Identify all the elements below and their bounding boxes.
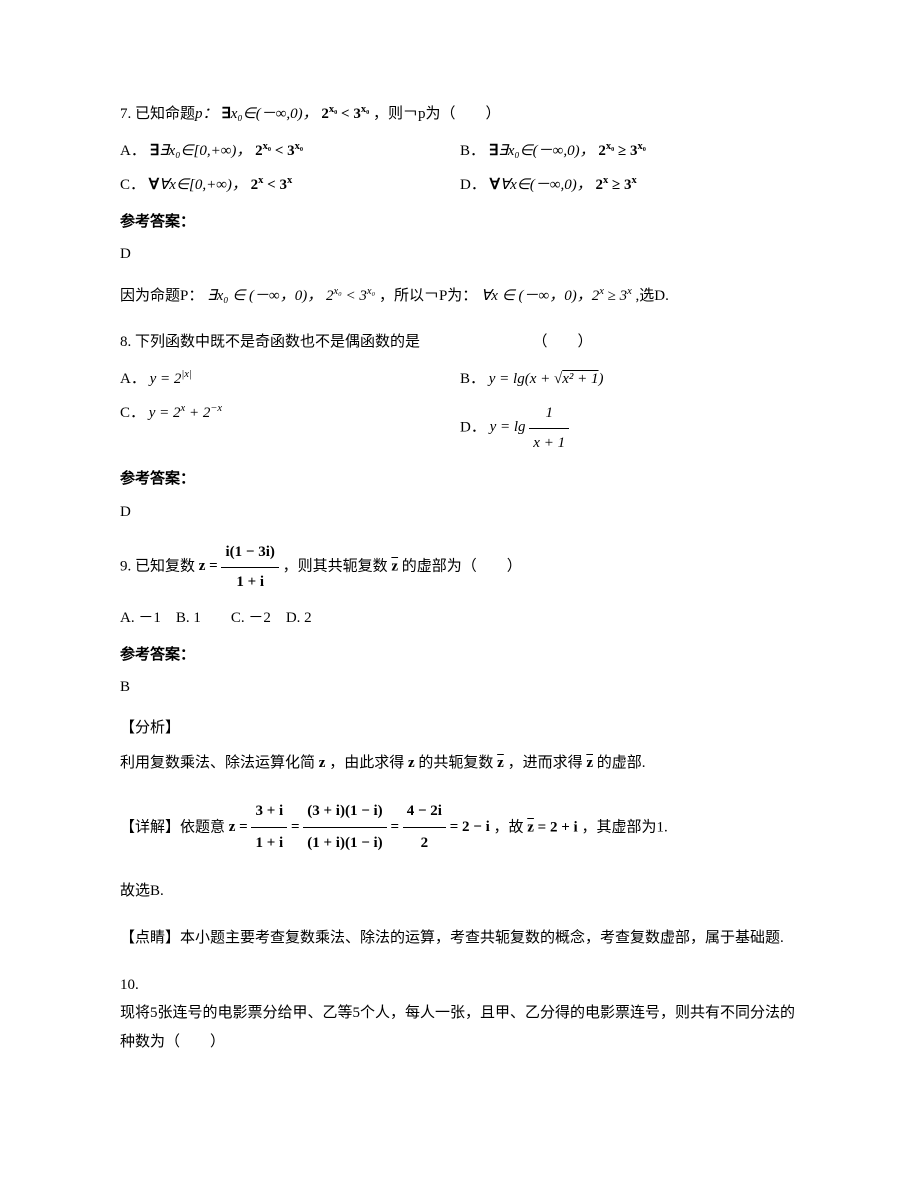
q10-text: 现将5张连号的电影票分给甲、乙等5个人，每人一张，且甲、乙分得的电影票连号，则共… — [120, 999, 800, 1056]
q9-mid: ，则其共轭复数 — [283, 558, 388, 574]
q7-suffix: ，则￢p为（ ） — [373, 106, 501, 122]
q8-optC: C． y = 2x + 2−x — [120, 399, 460, 457]
q8-optA: A． y = 2|x| — [120, 365, 460, 394]
q7-optB: B． ∃∃x₀∈(－∞,0)， 2x₀ ≥ 3x₀ — [460, 137, 800, 166]
q8-answer: D — [120, 498, 800, 527]
q8-optD: D． y = lg 1x + 1 — [460, 399, 800, 457]
q9-formula: z = i(1 − 3i)1 + i — [199, 558, 283, 574]
q7-answer-label: 参考答案： — [120, 208, 800, 237]
q7-var: x₀∈(－∞,0)， — [231, 106, 318, 122]
q9-stem: 9. 已知复数 z = i(1 − 3i)1 + i ，则其共轭复数 z 的虚部… — [120, 538, 800, 596]
q9-answer-label: 参考答案： — [120, 641, 800, 670]
q9-point-text: 本小题主要考查复数乘法、除法的运算，考查共轭复数的概念，考查复数虚部，属于基础题… — [180, 930, 784, 946]
q7-number: 7. — [120, 106, 131, 122]
q7-options: A． ∃∃x₀∈[0,+∞)， 2x₀ < 3x₀ B． ∃∃x₀∈(－∞,0)… — [120, 137, 800, 200]
question-7: 7. 已知命题p： ∃x₀∈(－∞,0)， 2x₀ < 3x₀ ，则￢p为（ ）… — [120, 100, 800, 312]
question-8: 8. 下列函数中既不是奇函数也不是偶函数的是 （ ） A． y = 2|x| B… — [120, 328, 800, 526]
q9-point: 【点睛】本小题主要考查复数乘法、除法的运算，考查共轭复数的概念，考查复数虚部，属… — [120, 923, 800, 955]
q7-ineq: 2x₀ < 3x₀ — [321, 106, 369, 122]
q7-optA: A． ∃∃x₀∈[0,+∞)， 2x₀ < 3x₀ — [120, 137, 460, 166]
q7-p-label: p： — [195, 106, 218, 122]
q8-answer-label: 参考答案： — [120, 465, 800, 494]
q7-optD: D． ∀∀x∈(－∞,0)， 2x ≥ 3x — [460, 171, 800, 200]
q8-stem: 8. 下列函数中既不是奇函数也不是偶函数的是 （ ） — [120, 328, 800, 357]
q7-optC: C． ∀∀x∈[0,+∞)， 2x < 3x — [120, 171, 460, 200]
q10-number: 10. — [120, 971, 800, 1000]
q9-zbar: z — [391, 558, 398, 574]
q7-answer: D — [120, 240, 800, 269]
q8-row2: C． y = 2x + 2−x D． y = lg 1x + 1 — [120, 399, 800, 457]
q9-point-label: 【点睛】 — [120, 930, 180, 946]
q9-detail: 【详解】依题意 z = 3 + i1 + i = (3 + i)(1 − i)(… — [120, 796, 800, 860]
question-10: 10. 现将5张连号的电影票分给甲、乙等5个人，每人一张，且甲、乙分得的电影票连… — [120, 971, 800, 1057]
q7-exists: ∃ — [221, 106, 230, 122]
q9-prefix: 已知复数 — [135, 558, 195, 574]
q8-text: 下列函数中既不是奇函数也不是偶函数的是 （ ） — [135, 334, 593, 350]
q9-suffix: 的虚部为（ ） — [402, 558, 522, 574]
q7-stem: 7. 已知命题p： ∃x₀∈(－∞,0)， 2x₀ < 3x₀ ，则￢p为（ ） — [120, 100, 800, 129]
q7-row2: C． ∀∀x∈[0,+∞)， 2x < 3x D． ∀∀x∈(－∞,0)， 2x… — [120, 171, 800, 200]
q8-number: 8. — [120, 334, 131, 350]
q8-row1: A． y = 2|x| B． y = lg(x + √x² + 1) — [120, 365, 800, 394]
q7-explain: 因为命题P： ∃x₀ ∈ (－∞，0)， 2x₀ < 3x₀ ，所以￢P为： ∀… — [120, 281, 800, 313]
q9-answer: B — [120, 673, 800, 702]
question-9: 9. 已知复数 z = i(1 − 3i)1 + i ，则其共轭复数 z 的虚部… — [120, 538, 800, 955]
q7-row1: A． ∃∃x₀∈[0,+∞)， 2x₀ < 3x₀ B． ∃∃x₀∈(－∞,0)… — [120, 137, 800, 166]
q8-options: A． y = 2|x| B． y = lg(x + √x² + 1) C． y … — [120, 365, 800, 458]
q9-conclusion: 故选B. — [120, 876, 800, 908]
q9-number: 9. — [120, 558, 131, 574]
q7-prefix: 已知命题 — [135, 106, 195, 122]
q9-analysis-label: 【分析】 — [120, 714, 800, 743]
q9-options: A. －1 B. 1 C. －2 D. 2 — [120, 604, 800, 633]
q8-optB: B． y = lg(x + √x² + 1) — [460, 365, 800, 394]
q9-analysis: 利用复数乘法、除法运算化简 z ，由此求得 z 的共轭复数 z ，进而求得 z … — [120, 748, 800, 780]
